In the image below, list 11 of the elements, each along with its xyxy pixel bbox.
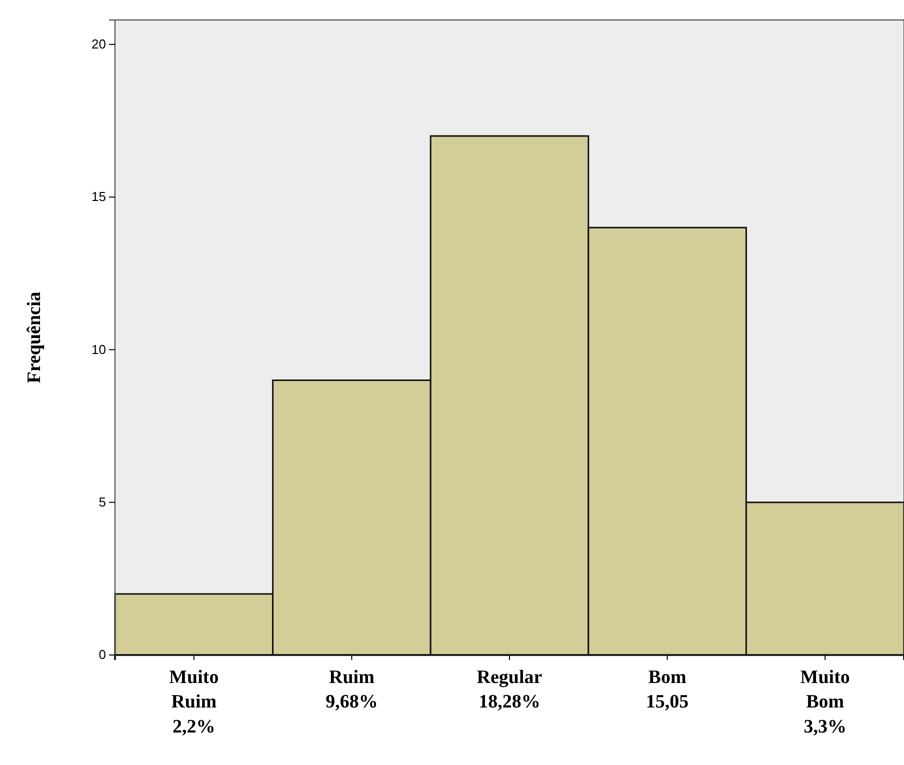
y-tick-label: 10 — [92, 342, 106, 357]
x-tick-label: Muito Bom 3,3% — [800, 667, 850, 738]
x-tick-label: Ruim 9,68% — [326, 667, 378, 713]
y-tick-label: 20 — [92, 36, 106, 52]
x-tick-label: Bom 15,05 — [646, 667, 689, 713]
y-tick-label: 15 — [92, 189, 106, 204]
x-tick-label: Muito Ruim 2,2% — [169, 667, 219, 738]
x-tick-label: Regular 18,28% — [476, 667, 543, 713]
y-tick-label: 5 — [98, 494, 106, 510]
y-axis-title: Frequência — [24, 291, 45, 384]
y-tick-label: 0 — [98, 647, 106, 662]
